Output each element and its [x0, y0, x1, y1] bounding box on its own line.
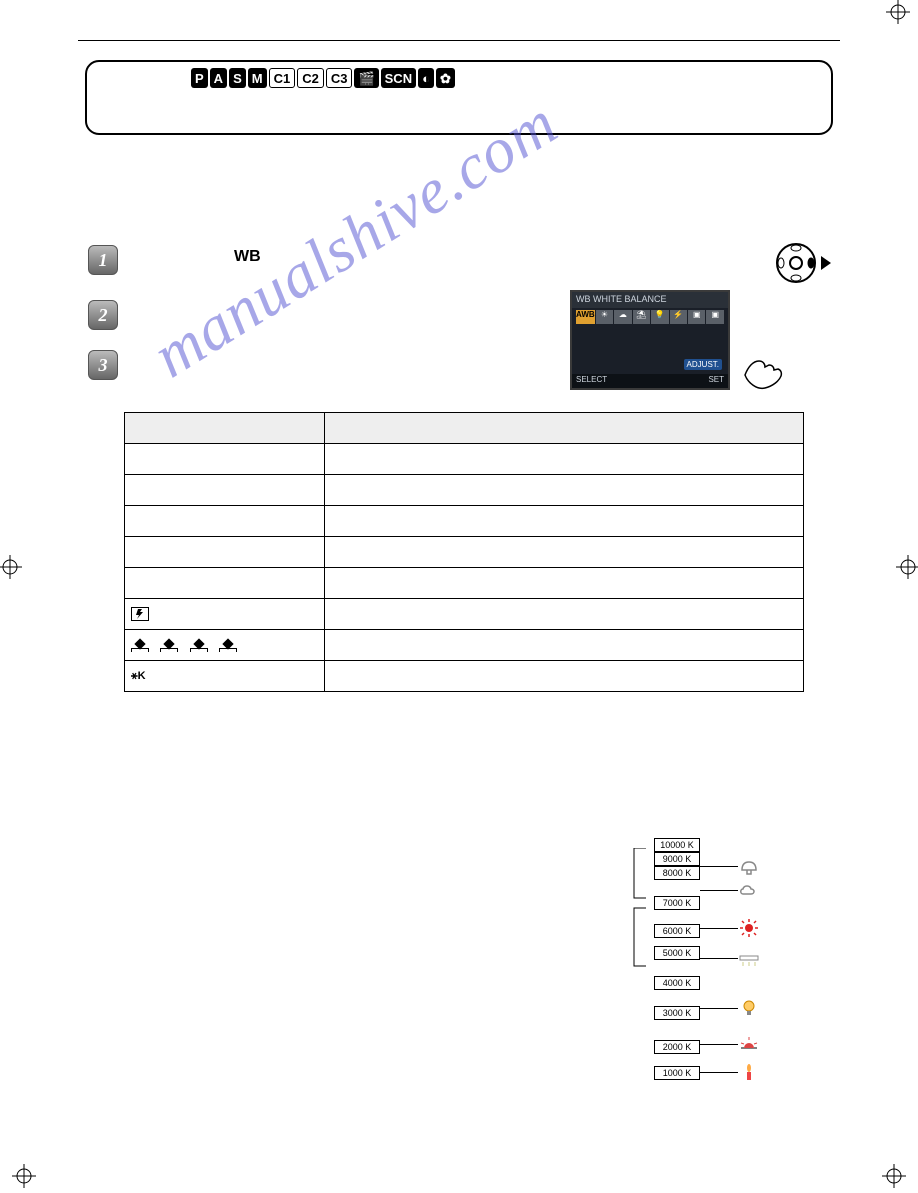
preset2-icon: ▣: [706, 310, 723, 324]
mode-c2-icon: C2: [297, 68, 324, 88]
connector-line: [700, 890, 738, 891]
sun-red-icon: [738, 918, 760, 938]
incandescent-icon: 💡: [651, 310, 668, 324]
manual-page: P A S M C1 C2 C3 🎬 SCN ◐ ✿ 1 2 3 WB WB: [0, 0, 918, 1188]
header-rule: [78, 40, 840, 41]
kelvin-tick: 10000 K: [654, 838, 700, 852]
kelvin-tick: 4000 K: [654, 976, 700, 990]
table-row: [125, 444, 325, 475]
table-row: [125, 475, 325, 506]
step-1-badge: 1: [88, 245, 118, 275]
crop-mark: [896, 555, 918, 579]
lcd-screenshot: WB WHITE BALANCE AWB ☀ ☁ ⛱ 💡 ⚡ ▣ ▣ ADJUS…: [570, 290, 730, 390]
mode-m-icon: M: [248, 68, 267, 88]
wb-option-row: AWB ☀ ☁ ⛱ 💡 ⚡ ▣ ▣: [576, 310, 724, 324]
mode-macro-icon: ✿: [436, 68, 455, 88]
fluorescent-icon: [738, 948, 760, 968]
table-row: [325, 506, 804, 537]
mode-p-icon: P: [191, 68, 208, 88]
flash-icon: ⚡: [670, 310, 687, 324]
preset4-icon: [219, 638, 237, 652]
table-row: [325, 599, 804, 630]
connector-line: [700, 958, 738, 959]
table-row: [325, 444, 804, 475]
kelvin-tick: 3000 K: [654, 1006, 700, 1020]
kelvin-scale: 10000 K9000 K8000 K 7000 K 6000 K 5000 K 400…: [654, 838, 700, 1078]
crop-mark: [12, 1164, 36, 1188]
step-3-badge: 3: [88, 350, 118, 380]
mode-c3-icon: C3: [326, 68, 353, 88]
kelvin-tick: 7000 K: [654, 896, 700, 910]
applicable-modes-card: P A S M C1 C2 C3 🎬 SCN ◐ ✿: [85, 60, 833, 135]
table-row-presets: [125, 630, 325, 661]
table-row: [125, 568, 325, 599]
set-label: SET: [708, 375, 724, 387]
mode-scn-icon: SCN: [381, 68, 416, 88]
shade-icon: ⛱: [633, 310, 650, 324]
mode-a-icon: A: [210, 68, 227, 88]
mode-dial-icons: P A S M C1 C2 C3 🎬 SCN ◐ ✿: [191, 68, 455, 88]
connector-line: [700, 1072, 738, 1073]
kelvin-tick: 1000 K: [654, 1066, 700, 1080]
shade-icon: [738, 856, 760, 876]
wb-settings-table: ⚹K: [124, 412, 804, 692]
cloudy-icon: ☁: [614, 310, 631, 324]
kelvin-icon: ⚹K: [131, 670, 146, 683]
table-row: [325, 475, 804, 506]
daylight-icon: ☀: [596, 310, 613, 324]
table-row: [325, 630, 804, 661]
touch-hand-icon: [740, 350, 790, 390]
crop-mark: [882, 1164, 906, 1188]
mode-portrait-icon: ◐: [418, 68, 434, 88]
connector-line: [700, 866, 738, 867]
table-row: [325, 661, 804, 692]
flash-wb-icon: [131, 607, 149, 621]
preset2-icon: [160, 638, 178, 652]
kelvin-tick: 5000 K: [654, 946, 700, 960]
crop-mark: [886, 0, 910, 24]
kelvin-tick: 8000 K: [654, 866, 700, 880]
table-row: [125, 506, 325, 537]
kelvin-tick: 6000 K: [654, 924, 700, 938]
adjust-label: ADJUST.: [684, 359, 722, 370]
kelvin-tick: 2000 K: [654, 1040, 700, 1054]
table-row: [325, 568, 804, 599]
screen-footer: SELECT SET: [572, 374, 728, 388]
cloudy-icon: [738, 880, 760, 900]
table-header-left: [125, 413, 325, 444]
table-row: [325, 537, 804, 568]
awb-icon: AWB: [576, 310, 595, 324]
preset3-icon: [190, 638, 208, 652]
crop-mark: [0, 555, 22, 579]
screen-title: WB WHITE BALANCE: [572, 292, 728, 308]
connector-line: [700, 928, 738, 929]
step-2-badge: 2: [88, 300, 118, 330]
sunset-icon: [738, 1034, 760, 1054]
mode-movie-icon: 🎬: [354, 68, 378, 88]
preset1-icon: [131, 638, 149, 652]
candle-icon: [738, 1062, 760, 1082]
mode-s-icon: S: [229, 68, 246, 88]
color-temperature-chart: 10000 K9000 K8000 K 7000 K 6000 K 5000 K 400…: [618, 838, 818, 1078]
mode-c1-icon: C1: [269, 68, 296, 88]
connector-line: [700, 1044, 738, 1045]
connector-line: [700, 1008, 738, 1009]
cursor-right-icon: [773, 240, 833, 286]
preset1-icon: ▣: [688, 310, 705, 324]
table-row: [125, 537, 325, 568]
wb-button-label: WB: [234, 248, 261, 266]
table-row-kelvin: ⚹K: [125, 661, 325, 692]
table-row-flash: [125, 599, 325, 630]
table-header-right: [325, 413, 804, 444]
select-label: SELECT: [576, 375, 607, 387]
bulb-icon: [738, 998, 760, 1018]
range-bracket-icon: [626, 848, 652, 968]
kelvin-tick: 9000 K: [654, 852, 700, 866]
